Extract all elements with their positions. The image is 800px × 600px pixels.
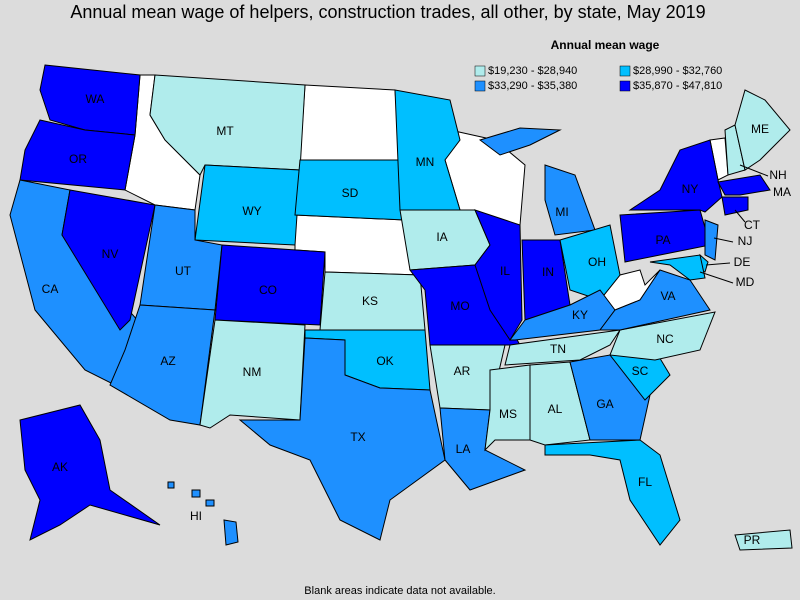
state-no-data <box>299 84 401 161</box>
state-label: FL <box>638 475 652 489</box>
state-label: PR <box>744 533 761 547</box>
state-label: AL <box>548 402 563 416</box>
state <box>734 529 793 551</box>
state-label: HI <box>190 509 202 523</box>
leader-line <box>734 209 746 223</box>
state <box>628 139 723 213</box>
legend-title: Annual mean wage <box>551 38 660 52</box>
state <box>544 439 681 546</box>
legend-swatch <box>474 65 486 77</box>
state <box>19 404 161 541</box>
state <box>559 224 621 301</box>
state-label: KS <box>362 294 378 308</box>
state-label: MS <box>499 407 517 421</box>
state <box>599 269 711 331</box>
state-label: NH <box>769 168 786 182</box>
state-label: OK <box>376 354 393 368</box>
state <box>609 311 716 361</box>
state <box>223 519 239 546</box>
state <box>504 329 622 366</box>
state-label: SC <box>632 364 649 378</box>
state-label: NC <box>656 332 674 346</box>
state-label: GA <box>596 397 613 411</box>
state-label: NJ <box>738 234 753 248</box>
legend-swatch <box>474 80 486 92</box>
state <box>474 209 523 341</box>
state <box>734 89 791 171</box>
state-label: CO <box>259 283 277 297</box>
state <box>205 499 215 507</box>
states <box>9 64 793 551</box>
state <box>704 219 719 261</box>
state-label: AZ <box>160 354 175 368</box>
state-label: ME <box>751 122 769 136</box>
state <box>109 304 216 426</box>
footnote: Blank areas indicate data not available. <box>304 585 495 597</box>
state-label: MO <box>450 299 469 313</box>
leader-line <box>713 237 734 243</box>
state <box>717 174 771 196</box>
state-label: PA <box>655 233 670 247</box>
legend-swatch <box>619 65 631 77</box>
state <box>394 89 461 211</box>
leader-line <box>705 262 731 266</box>
state-label: IA <box>436 230 447 244</box>
state <box>544 164 596 236</box>
state-label: MD <box>736 275 755 289</box>
state-label: TN <box>550 342 566 356</box>
state-label: WY <box>242 204 261 218</box>
state-label: OR <box>69 152 87 166</box>
state-label: AK <box>52 460 68 474</box>
state <box>61 189 156 331</box>
state <box>194 164 301 246</box>
state-label: KY <box>572 308 588 322</box>
state <box>149 74 306 176</box>
state-label: UT <box>175 264 192 278</box>
state-label: VA <box>660 289 675 303</box>
leader-line <box>739 164 769 177</box>
state-label: DE <box>734 255 751 269</box>
leader-line <box>699 271 734 284</box>
state-label: SD <box>342 186 359 200</box>
state <box>19 119 136 191</box>
legend: $19,230 - $28,940 $28,990 - $32,760 $33,29… <box>474 65 722 92</box>
state-label: MI <box>555 205 568 219</box>
state <box>649 254 706 281</box>
legend-label: $33,290 - $35,380 <box>488 80 577 92</box>
state-label: IN <box>542 265 554 279</box>
legend-swatch <box>619 80 631 92</box>
state <box>199 319 306 429</box>
state-label: IL <box>500 264 510 278</box>
state <box>238 337 446 541</box>
labels: WA OR CA NV MT WY UT AZ CO NM SD KS OK TX MN IA MO AR LA IL… <box>42 92 791 547</box>
state <box>721 196 749 216</box>
state-label: CA <box>42 282 59 296</box>
state <box>167 481 175 489</box>
state-label: MT <box>216 124 234 138</box>
state-label: NV <box>102 247 119 261</box>
title: Annual mean wage of helpers, constructio… <box>70 2 705 22</box>
state-label: NY <box>682 182 699 196</box>
state <box>509 289 616 341</box>
legend-label: $35,870 - $47,810 <box>633 80 722 92</box>
legend-label: $19,230 - $28,940 <box>488 65 577 77</box>
state-label: NM <box>243 365 262 379</box>
state <box>191 489 201 498</box>
state-label: WA <box>86 92 105 106</box>
state-label: CT <box>744 218 761 232</box>
state-label: MA <box>773 185 791 199</box>
state-label: OH <box>588 255 606 269</box>
state-label: AR <box>454 364 471 378</box>
state-label: TX <box>350 430 365 444</box>
state-label: LA <box>456 442 471 456</box>
legend-label: $28,990 - $32,760 <box>633 65 722 77</box>
state <box>478 127 562 156</box>
state-label: MN <box>416 155 435 169</box>
